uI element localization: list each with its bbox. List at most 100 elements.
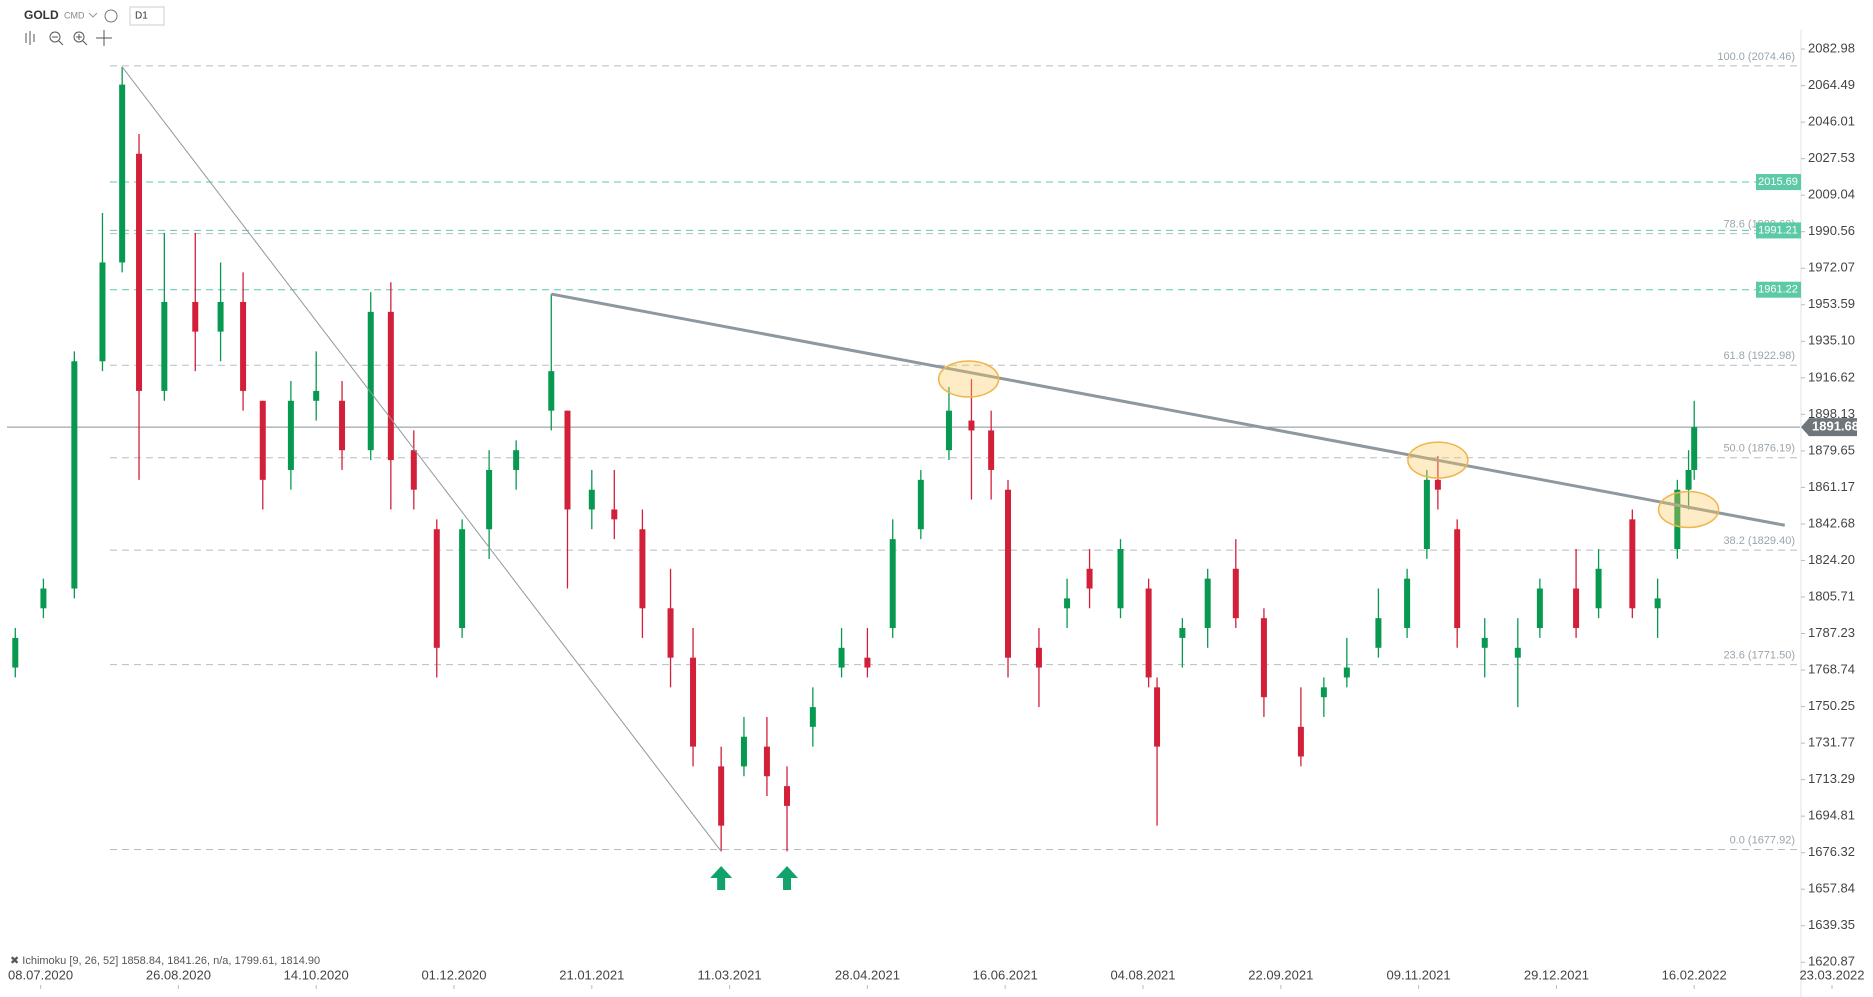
candle-body [459,529,466,629]
candle-body [119,84,126,263]
candle-body [548,371,555,411]
last-price-tag [1801,418,1857,437]
x-tick-label: 22.09.2021 [1248,967,1313,982]
toolbar [25,30,112,46]
candle-body [588,489,595,510]
candle-body [1232,568,1239,619]
interval[interactable]: D1 [135,11,148,22]
y-tick-label: 1694.81 [1808,808,1855,823]
candle-body [988,430,995,470]
candle-body [611,509,618,520]
candle-body [564,410,571,510]
candle-body [838,647,845,668]
y-tick-label: 1842.68 [1808,515,1855,530]
level-tag-label: 2015.69 [1758,176,1798,188]
candle-body [192,301,199,332]
x-tick-label: 08.07.2020 [8,967,73,982]
y-tick-label: 2046.01 [1808,114,1855,129]
trendline [550,292,1786,527]
x-tick-label: 01.12.2020 [421,967,486,982]
crosshair-icon[interactable] [96,30,112,46]
y-tick-label: 2082.98 [1808,41,1855,56]
dropdown-icon[interactable] [88,12,98,18]
info-icon[interactable] [104,9,118,23]
y-tick-label: 1824.20 [1808,552,1855,567]
arrow-marker [710,866,733,890]
fib-label: 23.6 (1771.50) [1723,650,1795,662]
candle-body [136,153,143,391]
candle-body [1629,519,1636,609]
candle-body [1654,598,1661,609]
candle-body [1260,618,1267,698]
zoom-in-icon[interactable] [73,31,85,43]
candle-body [99,262,106,362]
candle-body [1117,548,1124,609]
y-tick-label: 1768.74 [1808,661,1855,676]
candle-body [864,657,871,668]
candle-body [1154,687,1161,747]
level-tag-label: 1991.21 [1758,224,1798,236]
candle-body [1595,568,1602,609]
candle-body [1064,598,1071,609]
candle-body [339,400,346,451]
last-price-label: 1891.68 [1812,419,1859,434]
y-tick-label: 2027.53 [1808,150,1855,165]
candle-body [945,410,952,451]
candle-body [740,736,747,767]
fib-label: 100.0 (2074.46) [1717,51,1795,63]
zoom-out-icon[interactable] [49,31,61,43]
y-tick-label: 1935.10 [1808,333,1855,348]
symbol[interactable]: GOLD [24,8,59,22]
candle-body [367,311,374,451]
interval-box[interactable] [129,6,165,26]
candle-body [410,450,417,490]
highlight [937,360,1000,398]
chart-type-icon[interactable] [25,31,35,45]
candle-body [217,301,224,332]
highlight [1407,441,1469,479]
y-tick-label: 1990.56 [1808,223,1855,238]
candle-body [1454,529,1461,629]
x-tick-label: 23.03.2022 [1799,967,1864,982]
x-tick-label: 04.08.2021 [1110,967,1175,982]
candle-body [1423,479,1430,549]
x-tick-label: 09.11.2021 [1387,967,1451,982]
y-tick-label: 1620.87 [1808,954,1855,969]
y-tick-label: 1953.59 [1808,296,1855,311]
candle-body [486,469,493,530]
candle-body [1691,427,1698,470]
highlight [1657,490,1720,529]
candle-body [968,420,975,431]
level-tag [1756,222,1801,239]
candle-body [1685,469,1692,490]
fib-label: 61.8 (1922.98) [1723,350,1795,362]
candle-body [917,479,924,530]
candle-body [1481,637,1488,648]
candle-body [513,450,520,470]
x-tick-label: 14.10.2020 [284,967,349,982]
candle-body [1536,588,1543,629]
candle-body [12,637,19,668]
candle-body [763,746,770,777]
y-tick-label: 1898.13 [1808,406,1855,421]
market: CMD [64,10,85,20]
y-tick-label: 1805.71 [1808,588,1855,603]
candle-body [1297,726,1304,757]
y-tick-label: 1750.25 [1808,698,1855,713]
y-tick-label: 1861.17 [1808,479,1855,494]
level-tag [1756,174,1801,191]
trendline [121,66,722,852]
candle-body [1035,647,1042,668]
y-tick-label: 1916.62 [1808,369,1855,384]
y-tick-label: 1657.84 [1808,881,1855,896]
x-tick-label: 26.08.2020 [146,967,211,982]
candle-body [1320,687,1327,698]
candle-body [1375,618,1382,648]
candle-body [718,766,725,826]
indicator-label: ✖ Ichimoku [9, 26, 52] 1858.84, 1841.26,… [10,955,320,967]
x-tick-label: 21.01.2021 [559,967,624,982]
y-tick-label: 2064.49 [1808,77,1855,92]
y-tick-label: 1972.07 [1808,260,1855,275]
candle-body [1343,667,1350,678]
